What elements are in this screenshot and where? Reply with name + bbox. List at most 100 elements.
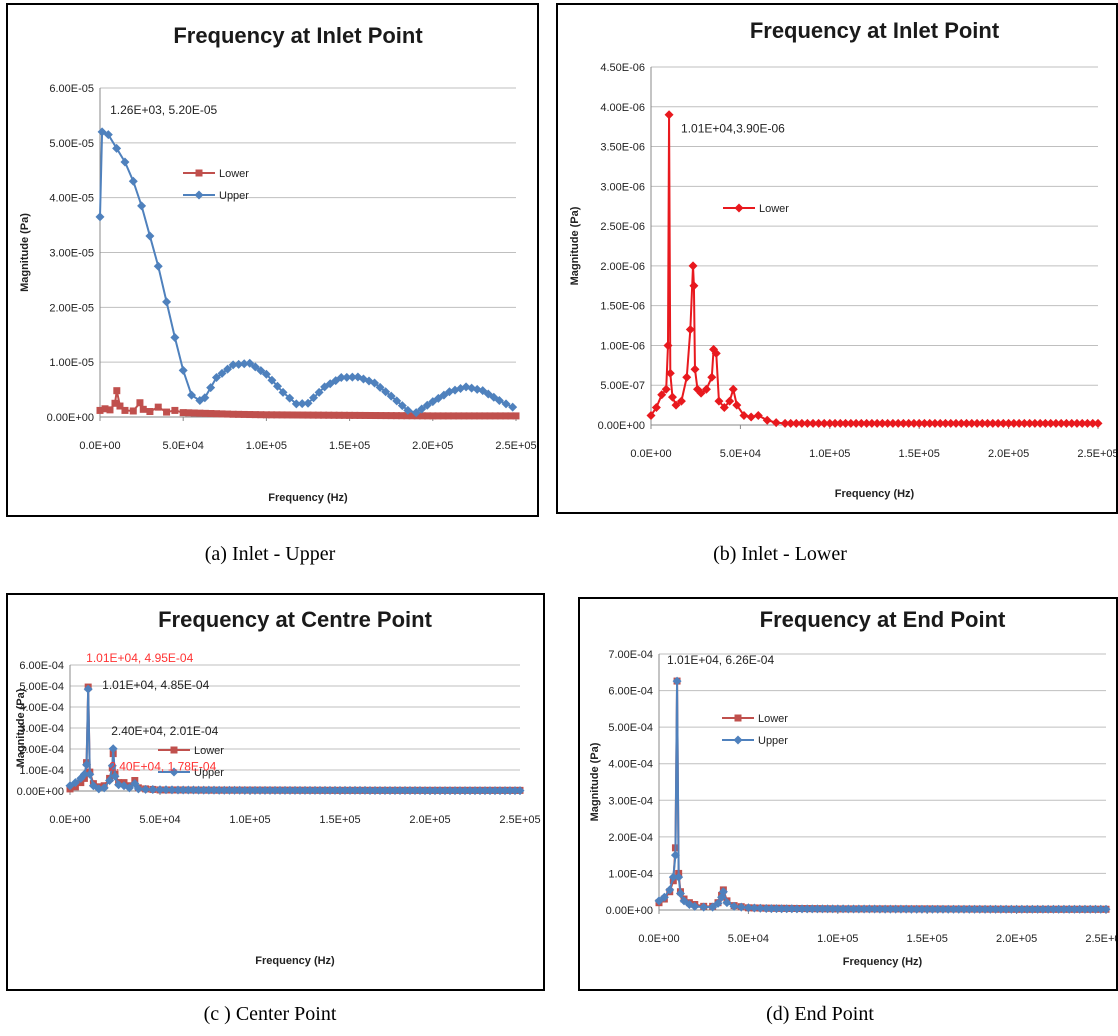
- data-point: [665, 885, 675, 895]
- data-point: [79, 769, 89, 779]
- legend-label: Lower: [758, 713, 788, 725]
- data-point: [336, 373, 346, 383]
- y-tick-label: 4.50E-06: [600, 62, 645, 74]
- legend-lower: Lower: [158, 745, 224, 757]
- data-point: [901, 904, 911, 914]
- data-point: [964, 904, 974, 914]
- data-point: [206, 383, 216, 393]
- data-point: [1090, 904, 1100, 914]
- series-line-upper: [658, 681, 1106, 911]
- data-point: [230, 785, 240, 795]
- data-point: [410, 786, 420, 796]
- y-tick-label: 2.50E-06: [600, 221, 645, 233]
- data-point: [112, 143, 122, 153]
- data-point: [350, 785, 360, 795]
- y-tick-label: 2.00E-05: [49, 302, 94, 314]
- data-point: [998, 418, 1008, 428]
- data-point: [515, 786, 525, 796]
- data-point: [668, 872, 678, 882]
- data-point: [183, 785, 193, 795]
- x-tick-label: 5.0E+04: [728, 933, 769, 945]
- data-point: [954, 904, 964, 914]
- data-point: [849, 904, 859, 914]
- y-tick-label: 3.00E-05: [49, 248, 94, 260]
- data-point: [1064, 904, 1074, 914]
- data-point: [403, 405, 413, 415]
- legend-label: Upper: [758, 735, 788, 747]
- data-point: [485, 786, 495, 796]
- data-point: [904, 418, 914, 428]
- data-point: [713, 898, 723, 908]
- legend-marker: [170, 746, 178, 754]
- chart-panel-c: Frequency at Centre Point 0.00E+00 1.00E-0…: [6, 593, 545, 991]
- data-point: [481, 412, 489, 420]
- data-point: [1035, 418, 1045, 428]
- data-point: [434, 412, 442, 420]
- data-point: [1038, 904, 1048, 914]
- data-point: [273, 411, 281, 419]
- data-point: [699, 902, 709, 912]
- series-lower: [646, 110, 1103, 428]
- data-point: [178, 785, 188, 795]
- data-point: [128, 176, 138, 186]
- data-point: [161, 785, 171, 795]
- y-tick-label: 5.00E-04: [608, 722, 653, 734]
- data-point: [851, 418, 861, 428]
- chart-title: Frequency at Inlet Point: [173, 23, 423, 48]
- data-point: [1009, 418, 1019, 428]
- data-point: [335, 411, 343, 419]
- data-point: [283, 411, 291, 419]
- data-point: [297, 399, 307, 409]
- data-point: [1046, 418, 1056, 428]
- data-annotation: 1.01E+04,3.90E-06: [681, 122, 785, 136]
- data-point: [708, 902, 718, 912]
- legend-upper: Upper: [158, 767, 224, 779]
- data-point: [465, 412, 473, 420]
- data-point: [486, 412, 494, 420]
- data-point: [491, 412, 499, 420]
- data-point: [250, 362, 260, 372]
- data-point: [854, 904, 864, 914]
- data-point: [179, 409, 187, 417]
- data-point: [480, 786, 490, 796]
- data-point: [732, 400, 742, 410]
- data-point: [1080, 904, 1090, 914]
- data-point: [674, 872, 684, 882]
- data-point: [291, 399, 301, 409]
- data-point: [663, 340, 673, 350]
- data-point: [245, 785, 255, 795]
- data-point: [82, 760, 92, 770]
- data-point: [808, 418, 818, 428]
- data-point: [830, 418, 840, 428]
- y-tick-label: 5.00E-04: [19, 681, 64, 693]
- data-point: [95, 212, 105, 222]
- y-tick-label: 0.00E+00: [47, 412, 94, 424]
- data-point: [495, 786, 505, 796]
- data-point: [285, 393, 295, 403]
- series-line-lower: [69, 687, 520, 792]
- y-tick-label: 3.00E-04: [608, 795, 653, 807]
- data-point: [870, 904, 880, 914]
- legend-marker: [734, 714, 742, 722]
- data-point: [250, 785, 260, 795]
- data-point: [825, 418, 835, 428]
- data-point: [199, 785, 209, 795]
- data-point: [812, 904, 822, 914]
- data-point: [188, 785, 198, 795]
- data-point: [70, 778, 80, 788]
- data-point: [121, 406, 129, 414]
- data-point: [99, 783, 109, 793]
- series-lower: [96, 387, 520, 420]
- x-tick-label: 5.0E+04: [720, 448, 761, 460]
- data-point: [1012, 904, 1022, 914]
- data-point: [315, 785, 325, 795]
- y-tick-label: 0.00E+00: [598, 420, 645, 432]
- data-point: [403, 412, 411, 420]
- data-point: [762, 415, 772, 425]
- data-point: [682, 372, 692, 382]
- data-point: [862, 418, 872, 428]
- data-point: [162, 297, 172, 307]
- data-point: [418, 412, 426, 420]
- data-point: [455, 412, 463, 420]
- data-point: [340, 411, 348, 419]
